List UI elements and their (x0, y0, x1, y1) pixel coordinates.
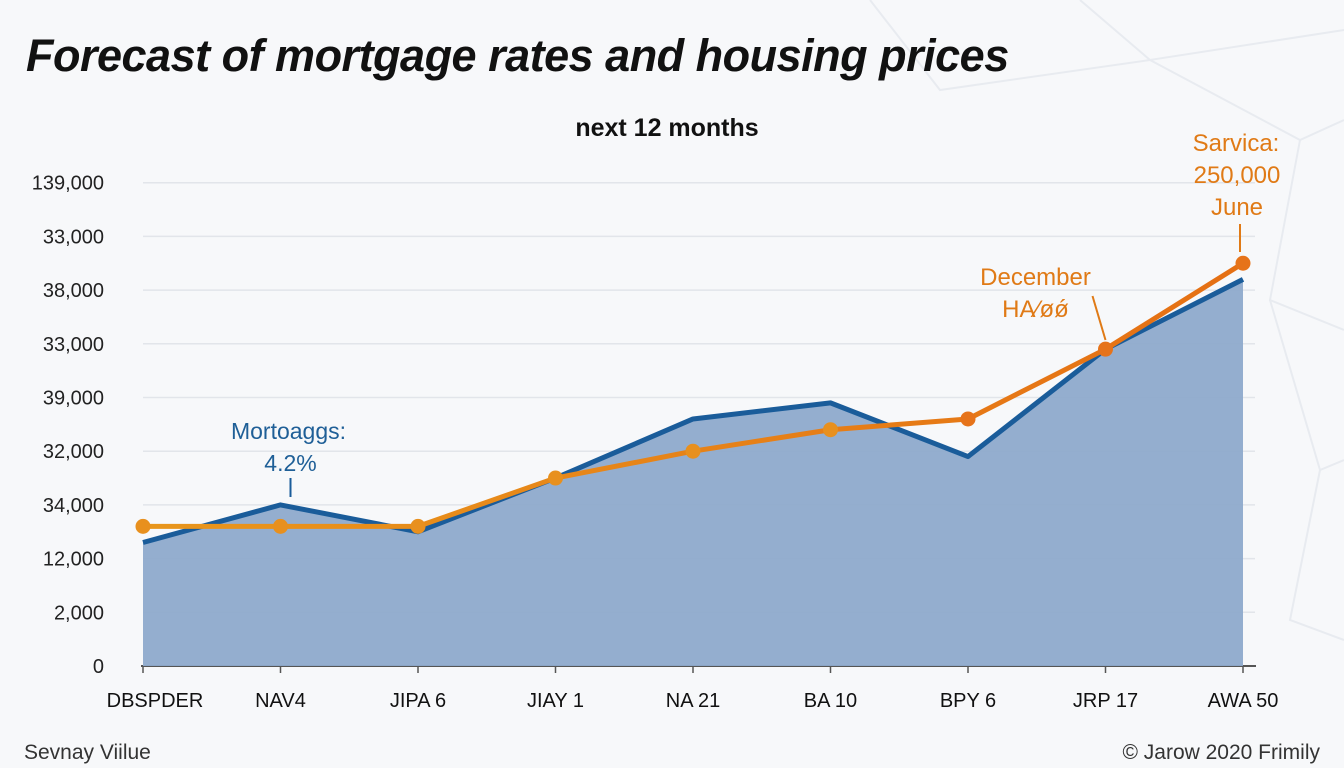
peak-annotation-month: June (1211, 194, 1263, 221)
x-tick-label: DBSPDER (107, 690, 204, 712)
housing-prices-point (1235, 255, 1251, 271)
y-tick-label: 39,000 (43, 388, 104, 410)
x-tick-label: JRP 17 (1073, 690, 1138, 712)
x-tick-label: NA 21 (666, 690, 720, 712)
housing-prices-point (960, 411, 976, 427)
housing-annotation-value: HA∕øǿ (1002, 296, 1069, 323)
x-tick-label: BPY 6 (940, 690, 996, 712)
housing-prices-point (685, 443, 701, 459)
x-tick-label: JIAY 1 (527, 690, 584, 712)
housing-prices-point (273, 518, 288, 534)
y-tick-label: 2,000 (54, 602, 104, 624)
x-tick-label: NAV4 (255, 690, 306, 712)
mortgages-series-line (142, 277, 1245, 545)
y-tick-label: 38,000 (43, 280, 104, 302)
mortgages-annotation-label: Mortoaggs: (231, 418, 346, 444)
peak-annotation-value: 250,000 (1194, 162, 1281, 189)
peak-annotation-label: Sarvica: (1193, 130, 1280, 157)
housing-prices-point (410, 518, 426, 534)
y-tick-label: 33,000 (43, 226, 104, 248)
y-tick-label: 33,000 (43, 334, 104, 356)
housing-prices-point (135, 518, 151, 534)
mortgages-area (143, 279, 1243, 666)
chart-title: Forecast of mortgage rates and housing p… (26, 30, 1009, 81)
x-tick-label: JIPA 6 (390, 690, 446, 712)
y-tick-label: 0 (93, 656, 104, 678)
mortgages-annotation-value: 4.2% (264, 450, 316, 476)
y-tick-label: 34,000 (43, 495, 104, 517)
housing-prices-point (1098, 341, 1113, 357)
housing-annotation-leader (1091, 295, 1107, 341)
y-tick-label: 32,000 (43, 441, 104, 463)
chart-subtitle: next 12 months (575, 114, 759, 142)
footer-source: Sevnay Viilue (24, 741, 151, 764)
x-tick-label: AWA 50 (1208, 690, 1279, 712)
x-tick-label: BA 10 (804, 690, 857, 712)
housing-annotation-label: December (980, 264, 1091, 291)
footer-copyright: © Jarow 2020 Frimily (1122, 741, 1320, 764)
housing-prices-point (823, 422, 838, 438)
y-tick-label: 12,000 (43, 549, 104, 571)
housing-prices-point (548, 470, 563, 486)
y-tick-label: 139,000 (32, 173, 104, 195)
